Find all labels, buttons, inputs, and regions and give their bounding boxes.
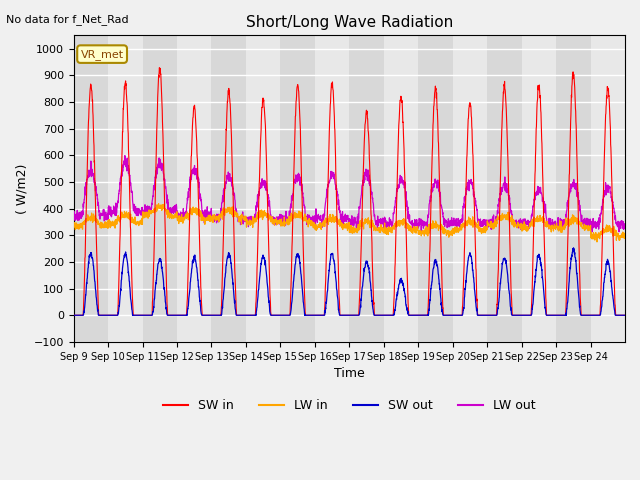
Bar [315,36,349,342]
Bar [177,36,211,342]
Legend: SW in, LW in, SW out, LW out: SW in, LW in, SW out, LW out [159,394,540,417]
Bar [349,36,384,342]
Bar [143,36,177,342]
Bar [487,36,522,342]
Bar [74,36,108,342]
Bar [591,36,625,342]
Y-axis label: ( W/m2): ( W/m2) [15,163,28,214]
Bar [419,36,452,342]
Text: No data for f_Net_Rad: No data for f_Net_Rad [6,14,129,25]
X-axis label: Time: Time [334,367,365,380]
Bar [556,36,591,342]
Bar [384,36,419,342]
Bar [522,36,556,342]
Bar [211,36,246,342]
Bar [452,36,487,342]
Text: VR_met: VR_met [81,48,124,60]
Bar [108,36,143,342]
Bar [280,36,315,342]
Title: Short/Long Wave Radiation: Short/Long Wave Radiation [246,15,453,30]
Bar [246,36,280,342]
